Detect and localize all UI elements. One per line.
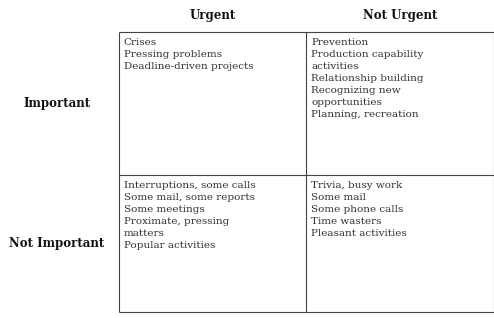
Text: Urgent: Urgent	[189, 10, 236, 22]
Text: Crises
Pressing problems
Deadline-driven projects: Crises Pressing problems Deadline-driven…	[124, 38, 253, 71]
Text: Interruptions, some calls
Some mail, some reports
Some meetings
Proximate, press: Interruptions, some calls Some mail, som…	[124, 181, 255, 250]
Text: Trivia, busy work
Some mail
Some phone calls
Time wasters
Pleasant activities: Trivia, busy work Some mail Some phone c…	[311, 181, 407, 238]
Text: Prevention
Production capability
activities
Relationship building
Recognizing ne: Prevention Production capability activit…	[311, 38, 424, 120]
Text: Important: Important	[23, 97, 90, 110]
Text: Not Urgent: Not Urgent	[363, 10, 437, 22]
Text: Not Important: Not Important	[9, 237, 105, 250]
